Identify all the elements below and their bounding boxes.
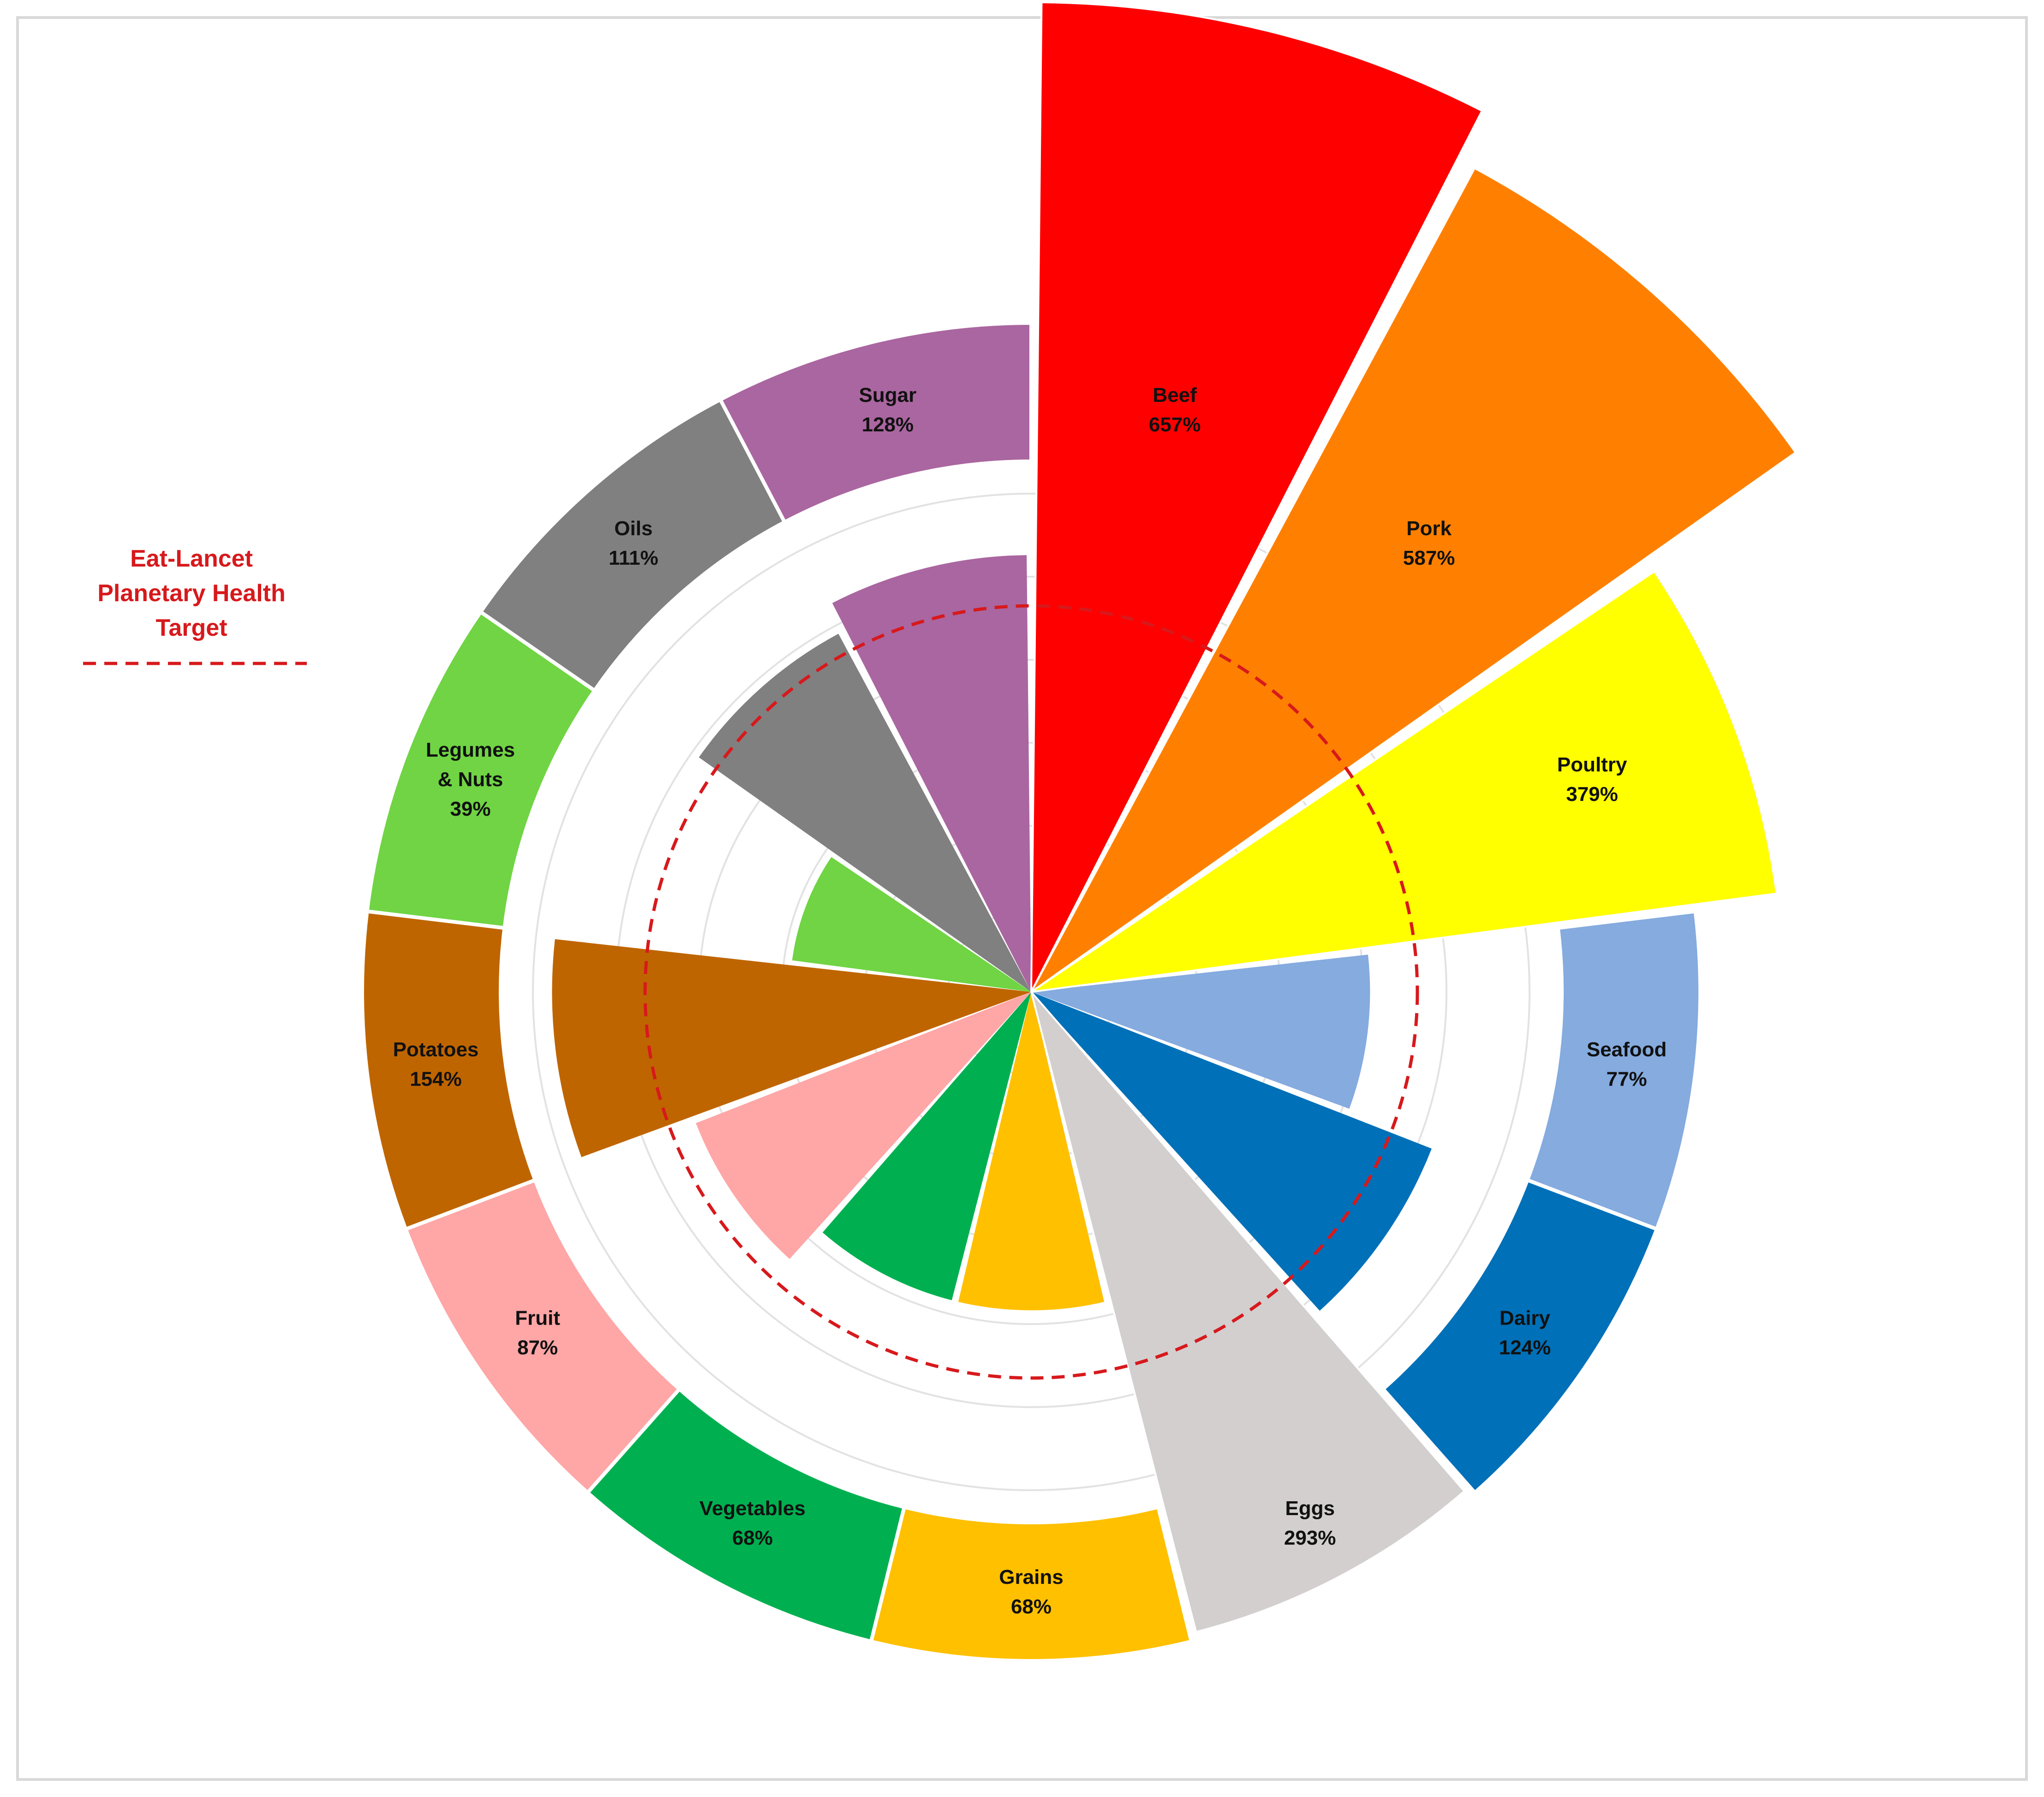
wedge-oils — [699, 633, 1031, 992]
wedge-beef — [1030, 1, 1483, 992]
value-label-eggs: 293% — [1284, 1527, 1336, 1549]
ring-segment-dairy — [1380, 1177, 1659, 1495]
category-label-legumes-nuts: & Nuts — [438, 768, 503, 791]
category-label-legumes-nuts: Legumes — [426, 739, 515, 761]
category-label-beef: Beef — [1153, 384, 1197, 406]
category-label-poultry: Poultry — [1557, 753, 1627, 776]
wedge-vegetables — [822, 992, 1031, 1301]
wedge-sugar — [832, 555, 1031, 992]
value-label-legumes-nuts: 39% — [450, 798, 490, 820]
label-ring: Seafood 77% Dairy 124% Grains 68% Vegetables 68… — [360, 321, 1702, 1663]
value-label-dairy: 124% — [1499, 1336, 1551, 1359]
value-label-poultry: 379% — [1566, 783, 1618, 806]
value-label-grains: 68% — [1011, 1595, 1052, 1618]
reference-label-line-3: Target — [155, 615, 227, 641]
value-label-sugar: 128% — [862, 413, 914, 436]
wedge-fruit — [696, 992, 1031, 1259]
gridline-6 — [532, 493, 1530, 1491]
value-label-vegetables: 68% — [732, 1527, 773, 1549]
category-label-grains: Grains — [999, 1566, 1063, 1588]
wedge-potatoes — [552, 939, 1031, 1158]
wedge-legumes-nuts — [792, 857, 1031, 992]
reference-legend: Eat-Lancet Planetary Health Target — [83, 545, 307, 665]
value-label-oils: 111% — [609, 547, 658, 569]
category-label-fruit: Fruit — [515, 1307, 560, 1329]
category-label-seafood: Seafood — [1587, 1039, 1667, 1061]
ring-segment-sugar — [717, 321, 1033, 525]
value-label-seafood: 77% — [1606, 1068, 1647, 1091]
value-label-pork: 587% — [1403, 547, 1455, 569]
wedge-eggs — [1030, 991, 1466, 1633]
target-reference-circle — [643, 604, 1419, 1380]
value-label-beef: 657% — [1149, 413, 1201, 436]
category-label-pork: Pork — [1406, 517, 1452, 540]
category-label-eggs: Eggs — [1285, 1497, 1335, 1520]
category-label-oils: Oils — [614, 517, 652, 540]
wedges — [552, 1, 1797, 1633]
category-label-dairy: Dairy — [1500, 1307, 1551, 1329]
reference-label-line-1: Eat-Lancet — [130, 545, 253, 572]
category-label-vegetables: Vegetables — [699, 1497, 806, 1520]
wedge-grains — [958, 992, 1105, 1311]
category-label-potatoes: Potatoes — [393, 1039, 479, 1061]
wedge-pork — [1030, 167, 1797, 993]
wedge-seafood — [1031, 955, 1370, 1109]
category-label-sugar: Sugar — [859, 384, 917, 406]
value-label-fruit: 87% — [517, 1336, 558, 1359]
wedge-poultry — [1030, 570, 1778, 993]
reference-label-line-2: Planetary Health — [97, 580, 286, 607]
wedge-dairy — [1031, 992, 1432, 1311]
value-label-potatoes: 154% — [410, 1068, 462, 1091]
